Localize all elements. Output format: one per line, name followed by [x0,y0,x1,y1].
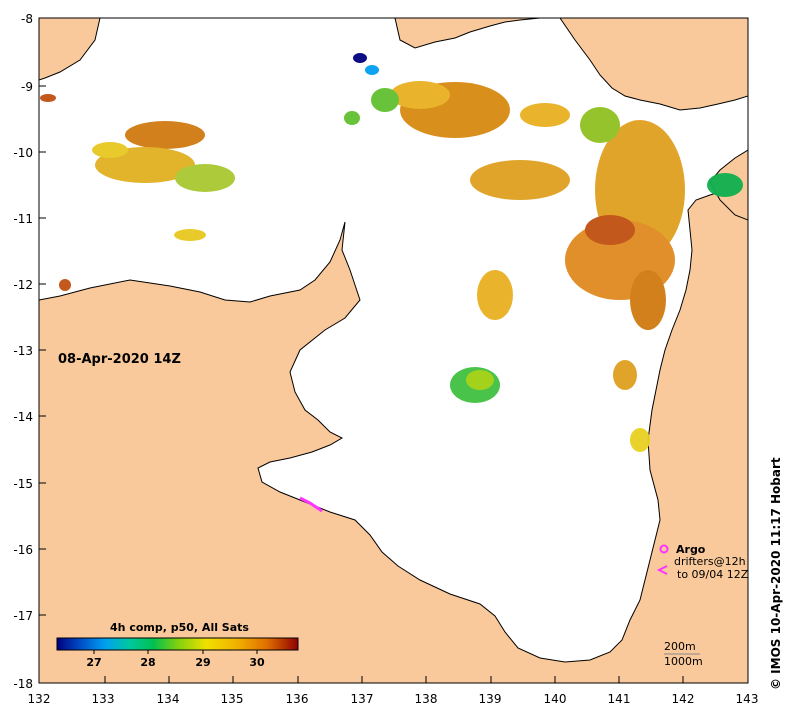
lon-tick-143: 143 [736,692,759,706]
colorbar-tick-30: 30 [249,656,265,669]
lat-tick-minus-13: -13 [13,344,33,358]
lon-tick-141: 141 [608,692,631,706]
drifters-label-line2: to 09/04 12Z [677,568,749,581]
colorbar-tick-29: 29 [195,656,210,669]
lon-tick-137: 137 [351,692,374,706]
land-northern-territory [39,181,748,683]
drifters-label-line1: drifters@12h [674,555,746,568]
land-cape-york [559,18,748,111]
lat-tick-minus-12: -12 [13,278,33,292]
lat-tick-minus-17: -17 [13,609,33,623]
lon-tick-134: 134 [157,692,180,706]
lat-axis: -8 -9 -10 -11 -12 -13 -14 -15 -16 -17 -1… [13,12,46,691]
credit-text: © IMOS 10-Apr-2020 11:17 Hobart [769,457,783,690]
lat-tick-minus-10: -10 [13,146,33,160]
argo-marker-icon [659,544,669,554]
depth-200m-label: 200m [664,640,696,653]
lat-tick-minus-8: -8 [21,12,33,26]
lon-tick-136: 136 [286,692,309,706]
land-west-top [39,18,101,81]
depth-1000m-label: 1000m [664,655,703,668]
argo-label: Argo [676,543,706,556]
colorbar-gradient [56,637,299,651]
lon-tick-140: 140 [544,692,567,706]
sst-patches [40,53,743,452]
lat-tick-minus-15: -15 [13,477,33,491]
lon-tick-133: 133 [92,692,115,706]
land-new-guinea [394,18,541,49]
colorbar: 4h comp, p50, All Sats 27 28 29 30 [56,621,299,669]
colorbar-tick-27: 27 [86,656,101,669]
lon-tick-139: 139 [479,692,502,706]
argo-track [299,496,323,513]
lon-tick-132: 132 [28,692,51,706]
colorbar-title: 4h comp, p50, All Sats [110,621,249,634]
lat-tick-minus-14: -14 [13,410,33,424]
lon-tick-138: 138 [415,692,438,706]
drifter-arrow-icon [656,565,668,575]
argo-legend: Argo drifters@12h to 09/04 12Z [656,543,749,581]
lat-tick-minus-9: -9 [21,80,33,94]
lat-tick-minus-11: -11 [13,212,33,226]
lon-tick-135: 135 [221,692,244,706]
lat-tick-minus-18: -18 [13,677,33,691]
date-label: 08-Apr-2020 14Z [58,352,181,367]
lon-tick-142: 142 [672,692,695,706]
depth-legend: 200m 1000m [664,640,703,668]
lon-axis: 132 133 134 135 136 137 138 139 140 141 … [28,676,759,706]
lat-tick-minus-16: -16 [13,543,33,557]
colorbar-tick-28: 28 [140,656,155,669]
